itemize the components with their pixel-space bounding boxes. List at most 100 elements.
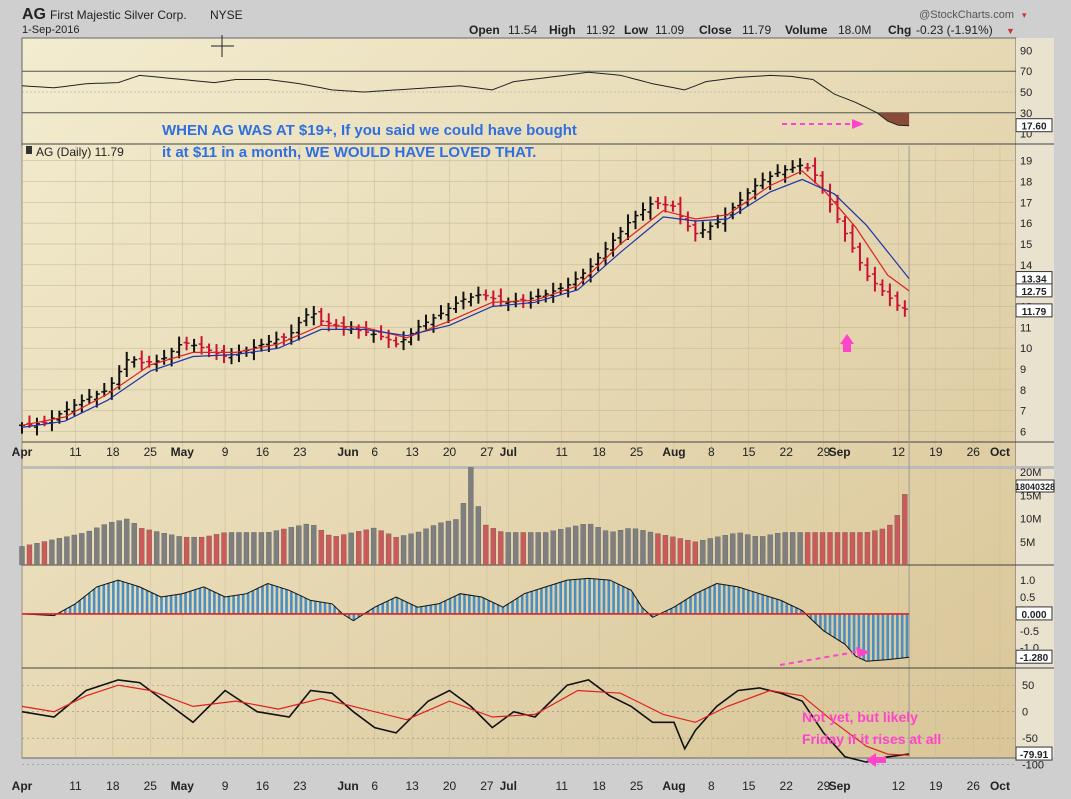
- volume-bar: [797, 532, 803, 566]
- price-bar: [632, 210, 639, 230]
- volume-bar: [460, 503, 467, 566]
- volume-bar: [595, 527, 601, 566]
- x-tick-label-bottom: 9: [222, 779, 229, 793]
- x-tick-label: 12: [892, 445, 906, 459]
- volume-bar: [640, 530, 646, 566]
- volume-bar: [505, 532, 511, 566]
- x-tick-label: 16: [256, 445, 270, 459]
- annotation-bottom-line2: Friday if it rises at all: [802, 731, 941, 747]
- volume-bar: [326, 534, 332, 566]
- price-tick-label: 8: [1020, 385, 1026, 397]
- price-bar: [647, 196, 654, 220]
- volume-value: 18.0M: [838, 23, 871, 37]
- x-tick-label: 20: [443, 445, 457, 459]
- price-bar: [437, 305, 444, 320]
- sma-slow-line: [21, 178, 910, 428]
- x-tick-label-bottom: Jul: [500, 779, 517, 793]
- macd-last-value: -1.280: [1020, 653, 1049, 664]
- rsi-last-value: 17.60: [1021, 122, 1046, 133]
- price-bar: [595, 252, 602, 272]
- sma-fast-last-value-box: [1015, 283, 1053, 298]
- volume-bar: [819, 532, 826, 566]
- price-bar: [101, 382, 108, 397]
- price-bar: [138, 350, 145, 371]
- price-bar: [280, 333, 287, 345]
- x-tick-label: 15: [742, 445, 756, 459]
- osc-tick-label: 0: [1022, 707, 1028, 719]
- price-bar: [445, 302, 452, 323]
- volume-bar: [161, 532, 167, 566]
- macd-last-value-box: [1015, 649, 1053, 664]
- price-bar: [774, 164, 781, 178]
- price-tick-label: 19: [1020, 156, 1032, 168]
- x-tick-label-bottom: Apr: [12, 779, 33, 793]
- price-bar: [161, 349, 168, 365]
- price-legend-text: AG (Daily) 11.79: [36, 145, 124, 159]
- volume-bar: [168, 534, 175, 566]
- volume-bar: [400, 535, 407, 566]
- volume-bar: [296, 525, 302, 566]
- x-tick-label: 13: [405, 445, 419, 459]
- price-bar: [295, 316, 302, 341]
- x-tick-label-bottom: 8: [708, 779, 715, 793]
- price-bar: [325, 313, 332, 332]
- x-tick-label-bottom: 19: [929, 779, 943, 793]
- x-tick-label: 25: [630, 445, 644, 459]
- volume-bar: [670, 536, 676, 566]
- volume-bar: [700, 539, 706, 566]
- high-label: High: [549, 23, 576, 37]
- macd-outline: [21, 577, 910, 662]
- sma-slow-last-value: 13.34: [1021, 275, 1046, 286]
- x-tick-label-bottom: Sep: [829, 779, 851, 793]
- high-value: 11.92: [586, 23, 615, 37]
- price-bar: [33, 417, 40, 436]
- volume-bar: [370, 527, 377, 566]
- price-legend: AG (Daily) 11.79: [26, 145, 124, 159]
- x-tick-label: 18: [592, 445, 606, 459]
- x-tick-label-bottom: 20: [443, 779, 457, 793]
- volume-bar: [550, 530, 556, 566]
- price-bar: [318, 307, 325, 326]
- macd-tick-label: 0.5: [1020, 592, 1035, 604]
- x-tick-label-bottom: 23: [293, 779, 307, 793]
- volume-bar: [288, 527, 294, 566]
- volume-bar: [528, 532, 534, 566]
- crosshair-cursor-icon: [211, 35, 234, 57]
- price-bar: [692, 220, 699, 242]
- volume-bar: [206, 535, 212, 566]
- volume-bar: [662, 535, 669, 566]
- close-last-value-box: [1015, 303, 1053, 318]
- volume-bar: [86, 530, 92, 566]
- volume-bar: [363, 529, 369, 566]
- price-bar: [131, 356, 138, 368]
- sma-fast-line: [21, 170, 910, 426]
- price-bar: [849, 224, 856, 253]
- macd-tick-label: 1.0: [1020, 575, 1035, 587]
- x-tick-label-bottom: 25: [144, 779, 158, 793]
- price-bar: [93, 390, 100, 408]
- price-bar: [86, 388, 93, 404]
- x-tick-label: 9: [222, 445, 229, 459]
- x-tick-label-bottom: May: [171, 779, 195, 793]
- volume-bar: [782, 532, 788, 566]
- volume-bar: [677, 538, 684, 566]
- volume-bar: [154, 531, 160, 566]
- price-bar: [303, 308, 310, 327]
- volume-bar: [475, 506, 482, 566]
- volume-bar: [71, 534, 78, 566]
- annotation-bottom-line1: Not yet, but likely: [802, 709, 918, 725]
- volume-bar: [685, 539, 691, 566]
- x-tick-label: Jul: [500, 445, 517, 459]
- volume-bar: [610, 531, 616, 566]
- volume-bar: [513, 532, 519, 566]
- volume-bar: [834, 532, 841, 566]
- price-legend-icon: [26, 146, 32, 154]
- price-bar: [610, 232, 617, 257]
- price-bar: [78, 394, 85, 413]
- open-value: 11.54: [508, 23, 537, 37]
- volume-bar: [243, 532, 250, 566]
- chg-down-icon: ▼: [1006, 26, 1015, 36]
- volume-bar: [632, 528, 639, 566]
- price-bar: [310, 305, 317, 326]
